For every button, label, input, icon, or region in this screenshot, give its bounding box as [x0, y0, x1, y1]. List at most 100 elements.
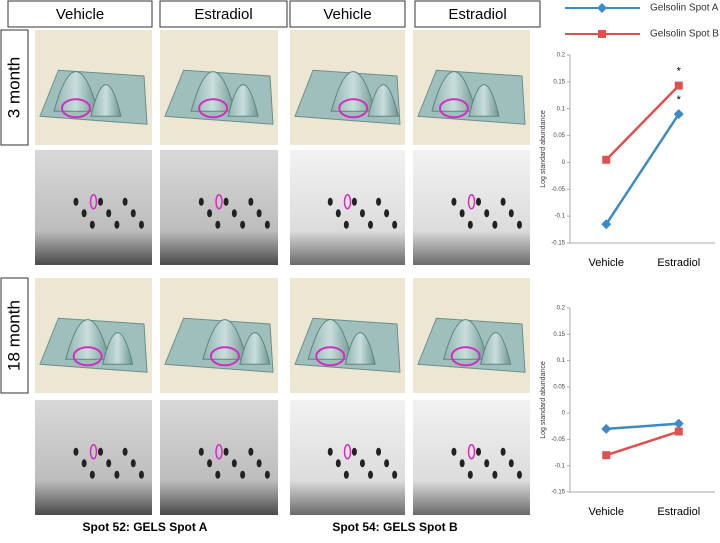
spot-outline	[450, 346, 481, 367]
series-line	[606, 422, 679, 431]
y-tick-label: -0.05	[551, 187, 565, 193]
gel-spot	[508, 459, 514, 468]
gel-spot	[106, 459, 112, 468]
gel-spot	[459, 459, 465, 468]
gel-image	[290, 400, 405, 515]
annotation: *	[677, 66, 682, 78]
gel-spot	[392, 220, 398, 229]
gel-spot	[368, 220, 373, 229]
gel-spot	[384, 209, 390, 218]
legend-marker	[597, 3, 607, 13]
y-tick-label: -0.1	[555, 214, 566, 220]
gel-spot	[98, 197, 104, 206]
gel-spot	[335, 209, 341, 218]
gel-spot	[81, 459, 87, 468]
gel-spot	[130, 209, 136, 218]
gel-image	[35, 150, 152, 265]
spot-outline	[209, 346, 240, 367]
column-header-box	[414, 0, 541, 28]
gel-spot	[248, 197, 254, 206]
spot-outline	[467, 444, 476, 460]
row-label-box	[0, 277, 29, 394]
row-label: 18 month	[4, 300, 23, 371]
spot-outline	[215, 194, 223, 210]
y-tick-label: -0.05	[551, 437, 565, 443]
spot-outline	[338, 98, 369, 119]
gel-spot	[500, 447, 506, 456]
gel-image	[290, 150, 405, 265]
spot-outline	[72, 346, 103, 367]
gel-spot	[114, 220, 120, 229]
gel-spot	[207, 459, 213, 468]
gel-spot	[81, 209, 87, 218]
data-point	[601, 219, 612, 230]
gel-spot	[459, 209, 465, 218]
spot-outline	[343, 194, 352, 210]
gel-spot	[198, 447, 204, 456]
data-point	[602, 155, 611, 164]
gel-spot	[122, 197, 128, 206]
column-header: Vehicle	[323, 6, 371, 23]
y-tick-label: 0.1	[557, 358, 566, 364]
gel-spot	[368, 470, 373, 479]
y-axis-label: Log standard abundance	[540, 361, 547, 439]
series-line	[605, 84, 680, 161]
gel-spot	[492, 470, 498, 479]
y-tick-label: -0.1	[555, 463, 566, 469]
gel-spot	[240, 220, 246, 229]
annotation: *	[677, 94, 682, 106]
peak	[367, 84, 399, 117]
series-line	[605, 430, 680, 457]
column-header: Estradiol	[448, 6, 506, 23]
gel-image	[413, 150, 530, 265]
data-point	[673, 109, 684, 120]
gel-spot	[384, 459, 390, 468]
spot-outline	[198, 98, 229, 119]
y-tick-label: -0.15	[551, 490, 565, 496]
gel-image	[160, 150, 278, 265]
column-header: Vehicle	[56, 6, 104, 23]
gel-spot	[484, 209, 490, 218]
gel-spot	[343, 220, 349, 229]
column-header-box	[159, 0, 288, 28]
y-tick-label: 0.05	[553, 133, 565, 139]
gel-spot	[240, 470, 246, 479]
gel-spot	[343, 470, 349, 479]
gel-spot	[98, 447, 104, 456]
column-header: Estradiol	[194, 6, 252, 23]
gel-spot	[122, 447, 128, 456]
gel-spot	[392, 470, 398, 479]
y-tick-label: 0.2	[557, 306, 566, 312]
x-tick-label: Vehicle	[589, 257, 624, 269]
data-point	[674, 427, 683, 436]
gel-spot	[215, 220, 221, 229]
gel-spot	[376, 447, 382, 456]
gel-spot	[130, 459, 136, 468]
gel-spot	[248, 447, 254, 456]
series-line	[605, 113, 680, 225]
data-point	[674, 81, 683, 90]
gel-spot	[138, 220, 144, 229]
spot-outline	[215, 444, 223, 460]
gel-spot	[198, 197, 204, 206]
gel-spot	[484, 459, 490, 468]
column-header-box	[289, 0, 406, 28]
caption: Spot 54: GELS Spot B	[332, 520, 458, 534]
y-tick-label: 0.05	[553, 384, 565, 390]
peak	[480, 332, 512, 365]
gel-spot	[223, 447, 229, 456]
gel-spot	[89, 470, 95, 479]
gel-image	[160, 400, 278, 515]
data-point	[673, 418, 684, 429]
gel-spot	[73, 197, 79, 206]
gel-spot	[451, 197, 457, 206]
gel-spot	[476, 447, 482, 456]
gel-spot	[516, 220, 522, 229]
y-tick-label: 0	[562, 411, 566, 417]
gel-spot	[351, 447, 357, 456]
gel-spot	[359, 459, 365, 468]
gel-spot	[508, 209, 514, 218]
legend-marker	[598, 30, 606, 38]
spot-outline	[60, 98, 91, 119]
data-point	[602, 451, 611, 460]
